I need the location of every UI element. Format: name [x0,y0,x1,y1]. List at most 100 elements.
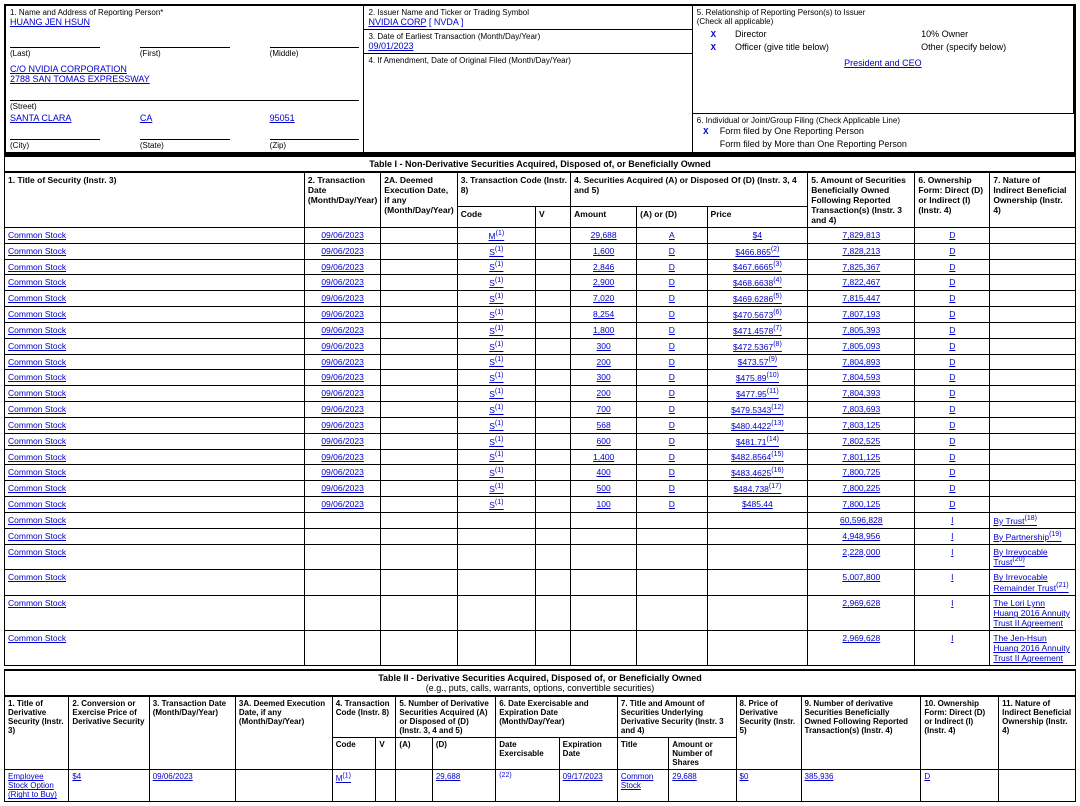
nature-link[interactable]: By Irrevocable Remainder Trust(21) [993,572,1068,593]
security-link[interactable]: Common Stock [8,246,66,256]
txn-date-link[interactable]: 09/06/2023 [321,293,364,303]
txn-code-link[interactable]: S(1) [489,452,503,462]
txn-code-link[interactable]: S(1) [489,310,503,320]
owned-link[interactable]: 7,822,467 [842,277,880,287]
security-link[interactable]: Common Stock [8,277,66,287]
security-link[interactable]: Common Stock [8,325,66,335]
txn-code-link[interactable]: S(1) [489,247,503,257]
owned-link[interactable]: 7,803,125 [842,420,880,430]
amount-link[interactable]: 2,900 [593,277,614,287]
ad-link[interactable]: D [669,467,675,477]
form-link[interactable]: D [949,372,955,382]
price-link[interactable]: $482.8564(15) [731,452,784,462]
owned-link[interactable]: 7,800,125 [842,499,880,509]
form-link[interactable]: D [949,436,955,446]
form-link[interactable]: D [949,452,955,462]
txn-code-link[interactable]: S(1) [489,357,503,367]
security-link[interactable]: Common Stock [8,436,66,446]
form-link[interactable]: D [949,341,955,351]
security-link[interactable]: Common Stock [8,262,66,272]
owned-link[interactable]: 7,825,367 [842,262,880,272]
price-link[interactable]: $466.865(2) [735,247,779,257]
txn-date-link[interactable]: 09/06/2023 [321,467,364,477]
amount-link[interactable]: 29,688 [591,230,617,240]
price-link[interactable]: $479.5343(12) [731,405,784,415]
form-link[interactable]: D [949,262,955,272]
owned-link[interactable]: 2,969,628 [842,598,880,608]
form-link[interactable]: D [949,357,955,367]
txn-date-link[interactable]: 09/06/2023 [321,325,364,335]
owned-link[interactable]: 7,804,393 [842,388,880,398]
txn-date-link[interactable]: 09/06/2023 [321,499,364,509]
owned-link[interactable]: 7,803,693 [842,404,880,414]
form-link[interactable]: D [949,499,955,509]
owned-link[interactable]: 7,800,225 [842,483,880,493]
security-link[interactable]: Common Stock [8,633,66,643]
ad-link[interactable]: D [669,325,675,335]
ad-link[interactable]: D [669,357,675,367]
amount-link[interactable]: 568 [597,420,611,430]
amount-link[interactable]: 1,800 [593,325,614,335]
form-link[interactable]: I [951,633,953,643]
reporter-name-link[interactable]: HUANG JEN HSUN [10,17,90,27]
form-link[interactable]: D [949,404,955,414]
txn-code-link[interactable]: S(1) [489,262,503,272]
ad-link[interactable]: D [669,372,675,382]
txn-code-link[interactable]: S(1) [489,405,503,415]
owned-link[interactable]: 7,829,813 [842,230,880,240]
nature-link[interactable]: By Irrevocable Trust(20) [993,547,1047,568]
ad-link[interactable]: D [669,452,675,462]
txn-code-link[interactable]: S(1) [489,278,503,288]
ad-link[interactable]: D [669,388,675,398]
form-link[interactable]: I [951,531,953,541]
form-link[interactable]: D [949,293,955,303]
ad-link[interactable]: D [669,277,675,287]
security-link[interactable]: Common Stock [8,598,66,608]
txn-date-link[interactable]: 09/06/2023 [321,309,364,319]
amount-link[interactable]: 7,020 [593,293,614,303]
form-link[interactable]: D [949,467,955,477]
deriv-ua-link[interactable]: 29,688 [672,772,696,781]
issuer-link[interactable]: NVIDIA CORP [368,17,426,27]
txn-date-link[interactable]: 09/06/2023 [321,420,364,430]
price-link[interactable]: $470.5673(6) [733,310,782,320]
security-link[interactable]: Common Stock [8,230,66,240]
security-link[interactable]: Common Stock [8,372,66,382]
owned-link[interactable]: 7,815,447 [842,293,880,303]
owned-link[interactable]: 5,007,800 [842,572,880,582]
price-link[interactable]: $483.4625(16) [731,468,784,478]
owned-link[interactable]: 7,800,725 [842,467,880,477]
amount-link[interactable]: 1,400 [593,452,614,462]
amount-link[interactable]: 1,600 [593,246,614,256]
deriv-own-link[interactable]: 385,936 [805,772,834,781]
owned-link[interactable]: 2,969,628 [842,633,880,643]
security-link[interactable]: Common Stock [8,572,66,582]
amount-link[interactable]: 100 [597,499,611,509]
owned-link[interactable]: 7,805,393 [842,325,880,335]
amount-link[interactable]: 700 [597,404,611,414]
price-link[interactable]: $480.4422(13) [731,421,784,431]
price-link[interactable]: $475.89(10) [736,373,779,383]
txn-code-link[interactable]: S(1) [489,421,503,431]
txn-date-link[interactable]: 09/06/2023 [321,277,364,287]
amount-link[interactable]: 400 [597,467,611,477]
earliest-date-link[interactable]: 09/01/2023 [368,41,413,51]
nature-link[interactable]: The Lori Lynn Huang 2016 Annuity Trust I… [993,598,1070,628]
txn-date-link[interactable]: 09/06/2023 [321,262,364,272]
txn-code-link[interactable]: S(1) [489,294,503,304]
txn-code-link[interactable]: S(1) [489,342,503,352]
price-link[interactable]: $4 [753,230,762,240]
owned-link[interactable]: 7,802,525 [842,436,880,446]
addr-line2[interactable]: 2788 SAN TOMAS EXPRESSWAY [10,74,150,84]
security-link[interactable]: Common Stock [8,388,66,398]
amount-link[interactable]: 200 [597,357,611,367]
nature-link[interactable]: By Partnership(19) [993,532,1061,542]
security-link[interactable]: Common Stock [8,452,66,462]
amount-link[interactable]: 200 [597,388,611,398]
security-link[interactable]: Common Stock [8,309,66,319]
owned-link[interactable]: 7,807,193 [842,309,880,319]
txn-date-link[interactable]: 09/06/2023 [321,452,364,462]
ad-link[interactable]: A [669,230,675,240]
form-link[interactable]: D [949,420,955,430]
ad-link[interactable]: D [669,436,675,446]
